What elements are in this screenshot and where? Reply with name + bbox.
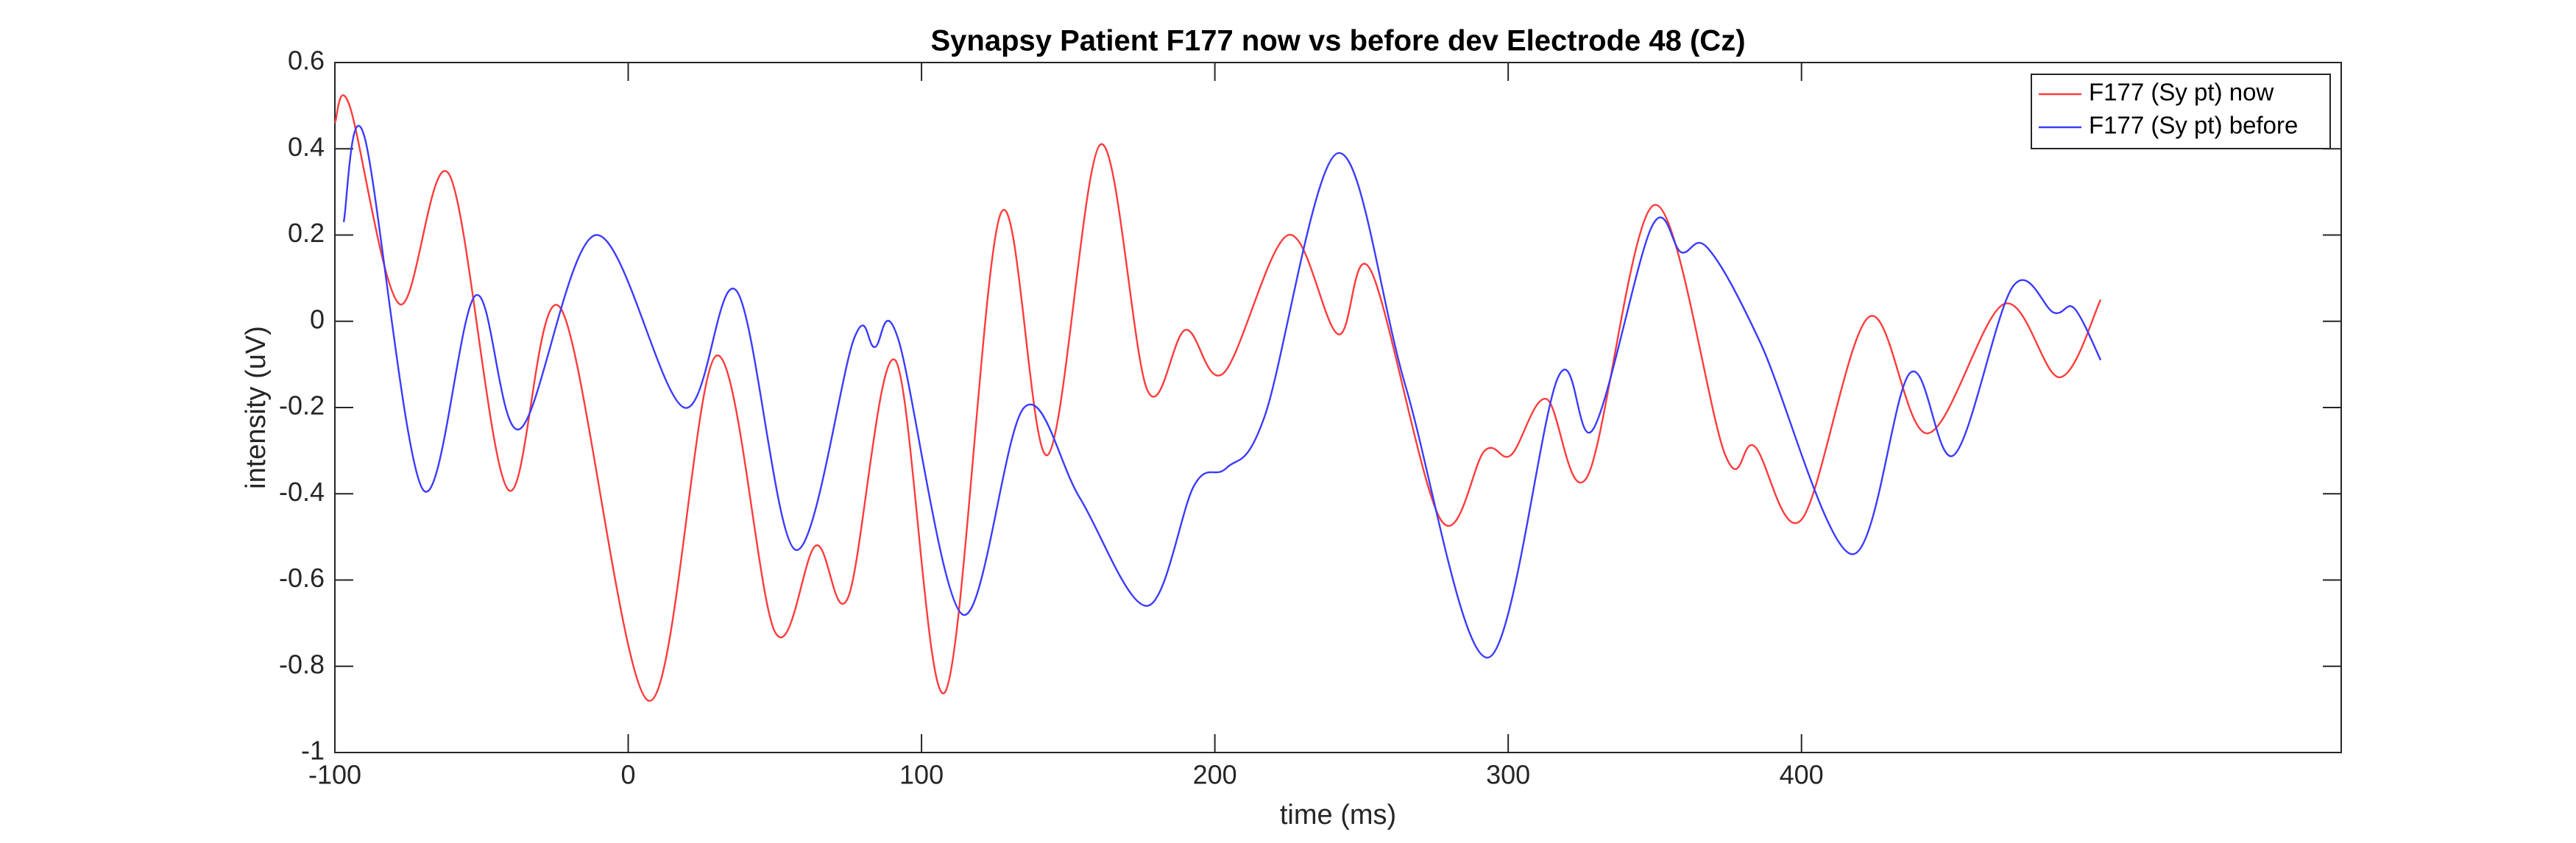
y-tick-label: -0.8 [279, 649, 325, 679]
x-tick-label: 200 [1193, 760, 1237, 790]
y-tick-label: -0.6 [279, 563, 325, 593]
y-tick-label: 0.4 [288, 132, 325, 162]
legend-box [2031, 74, 2331, 149]
x-tick-label: 100 [899, 760, 944, 790]
legend-label: F177 (Sy pt) now [2089, 79, 2274, 106]
chart-title: Synapsy Patient F177 now vs before dev E… [930, 25, 1745, 57]
series-line [333, 94, 2102, 702]
x-axis-label: time (ms) [1280, 800, 1396, 830]
series-line [342, 125, 2102, 659]
y-tick-label: 0.6 [288, 46, 325, 76]
y-tick-label: -0.2 [279, 391, 325, 421]
y-tick-label: -1 [301, 736, 325, 766]
x-tick-label: 400 [1780, 760, 1824, 790]
y-tick-label: 0 [310, 304, 325, 334]
plot-area [334, 62, 2342, 753]
y-axis-label: intensity (uV) [241, 326, 272, 489]
x-tick-label: 300 [1486, 760, 1530, 790]
y-tick-label: 0.2 [288, 218, 325, 248]
x-tick-label: -100 [308, 760, 361, 790]
y-tick-label: -0.4 [279, 477, 325, 507]
x-tick-label: 0 [621, 760, 636, 790]
legend-label: F177 (Sy pt) before [2089, 112, 2298, 139]
